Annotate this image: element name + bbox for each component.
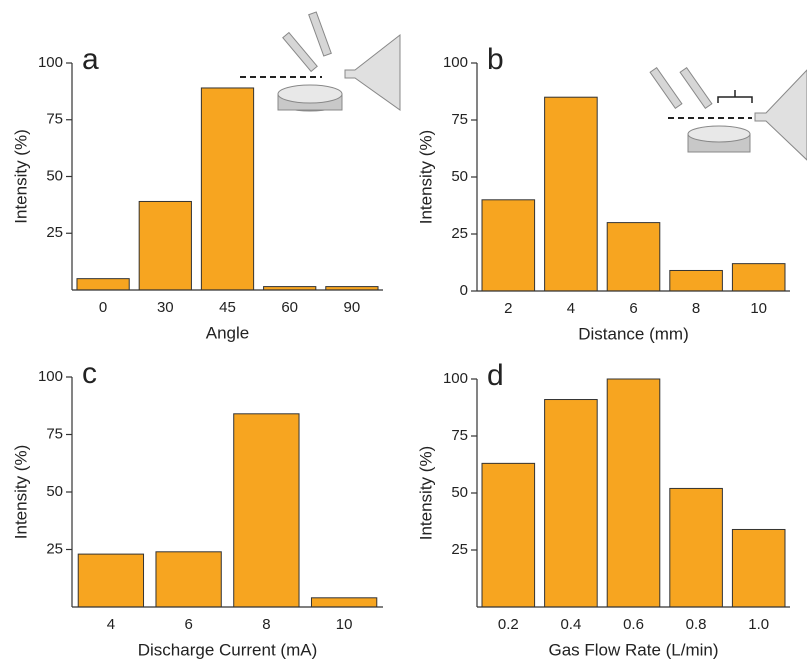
bar <box>606 222 661 292</box>
probe <box>649 66 683 110</box>
y-tick-label: 75 <box>451 111 468 128</box>
panel-label: a <box>82 43 99 76</box>
x-tick-label: 60 <box>281 299 298 316</box>
x-tick-label: 30 <box>157 299 174 316</box>
bar <box>310 597 378 608</box>
x-tick-label: 10 <box>336 616 353 633</box>
bar <box>669 269 723 292</box>
y-tick-label: 50 <box>46 483 63 500</box>
bar <box>200 87 255 291</box>
panel-label: c <box>82 357 97 390</box>
inlet <box>754 69 807 161</box>
y-axis-label: Intensity (%) <box>416 130 435 224</box>
bar <box>481 462 536 608</box>
x-tick-label: 0.4 <box>560 616 581 633</box>
x-tick-label: 1.0 <box>748 616 769 633</box>
y-axis-label: Intensity (%) <box>416 446 435 540</box>
bar <box>731 263 786 292</box>
x-tick-label: 6 <box>629 300 637 317</box>
bar <box>544 399 598 608</box>
y-tick-label: 25 <box>451 225 468 242</box>
inlet <box>344 33 401 111</box>
y-axis-label: Intensity (%) <box>11 445 30 539</box>
x-tick-label: 8 <box>692 300 700 317</box>
x-tick-label: 0.8 <box>686 616 707 633</box>
x-tick-label: 0.6 <box>623 616 644 633</box>
x-tick-label: 0 <box>99 299 107 316</box>
bar <box>481 199 536 292</box>
x-tick-label: 4 <box>567 300 575 317</box>
y-tick-label: 75 <box>451 427 468 444</box>
y-tick-label: 25 <box>46 540 63 557</box>
bar <box>76 278 130 291</box>
x-axis-label: Gas Flow Rate (L/min) <box>548 640 718 659</box>
y-tick-label: 75 <box>46 111 63 128</box>
y-tick-label: 50 <box>451 168 468 185</box>
bar <box>138 200 192 291</box>
bar <box>731 528 786 608</box>
probe <box>679 66 713 110</box>
x-axis-label: Angle <box>206 323 249 342</box>
stage-top <box>277 84 343 104</box>
x-tick-label: 90 <box>344 299 361 316</box>
y-axis-label: Intensity (%) <box>11 129 30 223</box>
y-tick-label: 100 <box>38 54 63 71</box>
stage-top <box>687 125 751 143</box>
bracket <box>717 90 753 103</box>
y-tick-label: 25 <box>46 224 63 241</box>
bar <box>233 413 300 608</box>
y-tick-label: 75 <box>46 425 63 442</box>
x-tick-label: 8 <box>262 616 270 633</box>
bar <box>669 487 723 608</box>
y-tick-label: 25 <box>451 541 468 558</box>
y-tick-label: 100 <box>443 370 468 387</box>
x-tick-label: 45 <box>219 299 236 316</box>
x-axis-label: Distance (mm) <box>578 324 689 343</box>
bar <box>544 96 598 292</box>
y-tick-label: 0 <box>460 282 468 299</box>
bar <box>606 378 661 608</box>
probe <box>308 11 332 57</box>
x-tick-label: 0.2 <box>498 616 519 633</box>
schematic-a <box>240 11 401 112</box>
bar <box>77 553 145 608</box>
y-tick-label: 50 <box>451 484 468 501</box>
probe <box>282 31 318 73</box>
x-tick-label: 6 <box>184 616 192 633</box>
x-tick-label: 4 <box>107 616 115 633</box>
schematic-b <box>649 66 807 161</box>
x-tick-label: 2 <box>504 300 512 317</box>
panel-label: b <box>487 43 504 76</box>
x-axis-label: Discharge Current (mA) <box>138 640 318 659</box>
x-tick-label: 10 <box>750 300 767 317</box>
bar <box>155 551 222 608</box>
panel-label: d <box>487 359 504 392</box>
y-tick-label: 100 <box>443 54 468 71</box>
y-tick-label: 50 <box>46 167 63 184</box>
y-tick-label: 100 <box>38 368 63 385</box>
